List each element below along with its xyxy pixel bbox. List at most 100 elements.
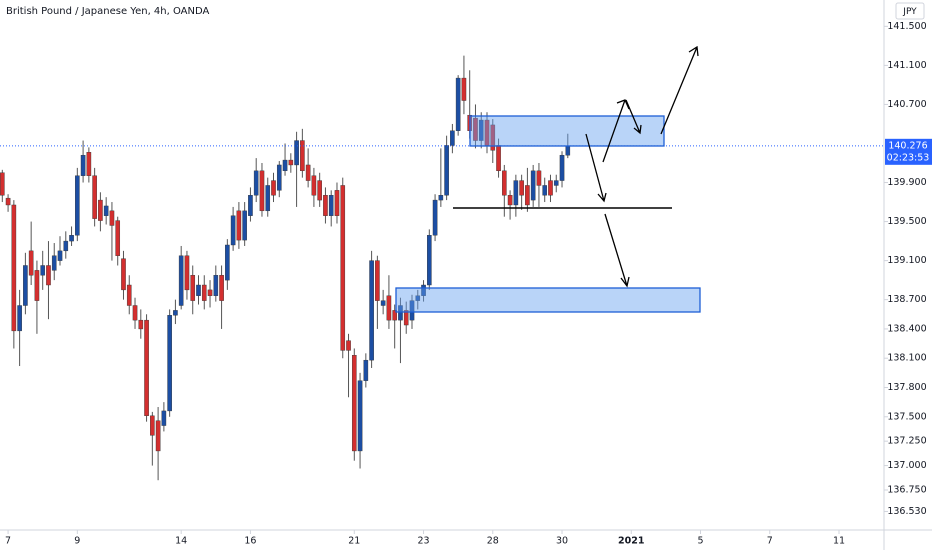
candle-body [11,204,17,332]
candle-body [455,77,461,131]
candle-body [103,205,109,216]
last-price-box [885,138,932,165]
x-tick-label: 2021 [618,536,644,547]
plot-area [0,55,884,481]
resistance-zone [469,115,665,147]
candle-body [386,295,392,321]
candle-body [317,180,322,201]
chart-title: British Pound / Japanese Yen, 4h, OANDA [6,6,210,17]
candle-body [565,145,571,156]
candle-body [248,195,253,216]
candle-body [40,265,45,276]
candle-body [473,117,478,141]
candle-body [46,265,51,286]
candle-body [328,195,334,216]
candle-body [559,154,565,181]
candle-body [323,195,328,216]
candle-body [432,199,438,236]
y-tick-label: 141.500 [887,21,926,32]
candle-body [167,315,172,412]
candle-body [288,159,294,166]
candle-body [23,265,28,306]
x-tick-label: 21 [348,536,360,547]
candle-body [409,300,415,321]
candle-body [92,175,97,219]
candle-body [126,284,132,306]
candle-body [427,235,432,286]
arrow-up [602,99,630,163]
candle-body [225,244,230,281]
candle-body [57,250,63,261]
candle-body [548,180,553,196]
candle-body [450,130,455,146]
x-tick-label: 11 [833,536,845,547]
candle-body [392,310,397,321]
last-price-label: 140.276 [888,140,927,151]
candle-body [282,159,288,172]
candle-body [496,145,501,172]
candle-body [403,310,409,326]
candle-body [253,170,259,196]
candle-body [5,197,11,206]
y-tick-label: 138.100 [887,353,926,364]
candle-body [178,255,184,306]
candle-body [351,355,357,452]
candle-body [553,180,559,186]
y-tick-label: 140.700 [887,99,926,110]
candle-body [363,359,369,381]
candle-body [294,140,299,166]
candle-body [230,215,236,246]
candle-body [502,170,507,196]
candle-body [109,210,115,226]
x-tick-label: 9 [74,536,80,547]
candle-body [190,275,196,301]
y-tick-label: 141.100 [887,60,926,71]
candle-body [507,195,513,206]
candle-body [305,164,311,181]
y-tick-label: 137.000 [887,460,926,471]
candle-body [536,170,542,186]
candle-body [346,340,351,351]
x-tick-label: 7 [5,536,11,547]
candle-body [375,260,380,301]
axes: 141.500 141.100 140.700 139.900 139.500 139.1… [5,21,932,547]
candle-body [525,185,530,206]
x-tick-label: 5 [697,536,703,547]
candle-body [236,210,242,241]
y-tick-label: 139.900 [887,177,926,188]
currency-box[interactable] [895,2,925,20]
candle-body [259,170,265,212]
x-tick-label: 23 [417,536,429,547]
y-tick-label: 138.700 [887,294,926,305]
candle-body [444,145,449,196]
candle-body [63,240,69,252]
candle-body [138,319,144,330]
candle-body [132,305,138,321]
candle-body [242,210,247,241]
candle-body [421,284,426,296]
x-tick-label: 30 [556,536,568,547]
candle-body [519,180,524,196]
drawings [395,45,701,313]
arrow-down [625,99,642,135]
arrow-up [660,45,699,135]
candle-body [340,185,346,351]
x-tick-label: 7 [767,536,773,547]
candle-body [150,415,155,436]
candle-body [530,170,536,201]
candle-body [17,305,22,332]
candle-body [201,284,207,301]
candle-body [478,119,484,141]
candle-body [311,175,317,196]
y-tick-label: 136.750 [887,484,926,495]
countdown-label: 02:23:53 [887,152,930,163]
y-tick-label: 137.800 [887,382,926,393]
candle-body [115,220,121,256]
candle-body [75,175,80,236]
y-tick-label: 137.250 [887,436,926,447]
candle-body [490,124,496,151]
x-tick-label: 16 [244,536,256,547]
y-tick-label: 138.400 [887,323,926,334]
candle-body [0,172,5,196]
